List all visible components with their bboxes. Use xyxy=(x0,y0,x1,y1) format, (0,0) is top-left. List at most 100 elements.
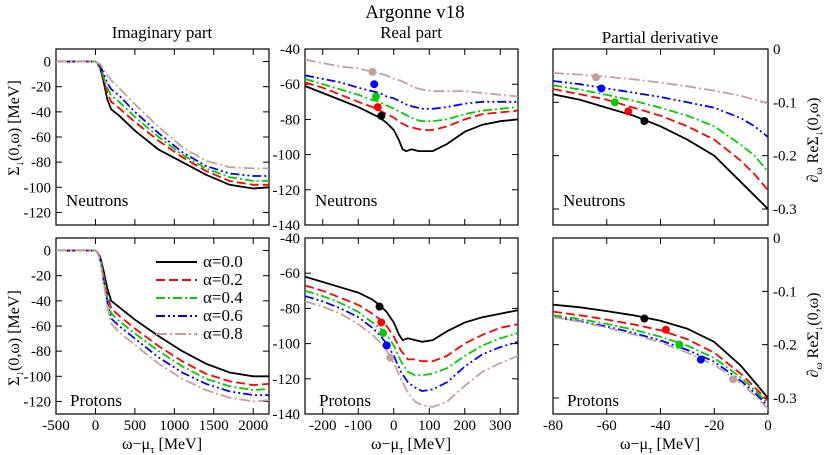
y-tick-label: -100 xyxy=(273,148,301,164)
legend-label: α=0.4 xyxy=(203,288,243,307)
marker-alpha-0 xyxy=(375,302,384,311)
y-tick-label: -100 xyxy=(24,369,52,385)
y-tick-label: 0 xyxy=(773,231,781,247)
series-line-alpha-2 xyxy=(553,84,768,173)
series-line-alpha-3 xyxy=(305,295,518,393)
marker-alpha-3 xyxy=(370,80,379,89)
marker-alpha-1 xyxy=(624,107,633,116)
panel-protons-real: -40 -60 -80 -100 -120 -140 -200 -100 0 100 200 300 P… xyxy=(273,231,519,434)
y-label-main: Σ xyxy=(6,166,23,175)
y-tick-label: 0 xyxy=(773,42,781,58)
y-axis-label-protons: Σ↓(0,ω) [MeV] xyxy=(6,290,26,386)
x-label-main: ω−μ xyxy=(371,436,399,453)
series-line-alpha-2 xyxy=(56,249,269,392)
y-tick-label: -0.3 xyxy=(773,202,797,218)
column-title-derivative: Partial derivative xyxy=(602,28,719,47)
panel-annotation: Neutrons xyxy=(66,191,128,210)
y-right-sub1: ω xyxy=(813,167,825,174)
x-tick-label: -100 xyxy=(345,418,373,434)
x-tick-label: 0 xyxy=(390,418,398,434)
marker-alpha-3 xyxy=(696,355,705,364)
series-line-alpha-2 xyxy=(305,78,518,123)
legend-entry: α=0.6 xyxy=(156,306,243,325)
y-right-rest: (0,ω) xyxy=(805,293,822,326)
y-tick-label: -100 xyxy=(273,337,301,353)
marker-alpha-2 xyxy=(372,92,380,101)
y-tick-label: -140 xyxy=(273,218,301,234)
legend-entry: α=0.2 xyxy=(156,270,243,289)
panel-annotation: Protons xyxy=(70,391,122,410)
x-tick-label: 2000 xyxy=(238,418,268,434)
y-tick-label: -120 xyxy=(24,205,52,221)
y-right-rest: (0,ω) xyxy=(805,98,822,131)
series-line-alpha-0 xyxy=(305,275,518,343)
y-label-main: Σ xyxy=(6,376,23,385)
series-line-alpha-3 xyxy=(305,74,518,110)
x-tick-label: 300 xyxy=(489,418,512,434)
y-tick-label: -0.1 xyxy=(773,284,797,300)
y-right-sub1: ω xyxy=(813,362,825,369)
x-label-sub: τ xyxy=(150,444,155,455)
x-tick-label: 100 xyxy=(418,418,441,434)
y-tick-label: -20 xyxy=(31,269,51,285)
series-line-alpha-3 xyxy=(56,60,269,177)
series-group xyxy=(305,275,518,408)
series-group xyxy=(553,303,768,410)
x-label-sub: τ xyxy=(648,444,653,455)
marker-alpha-1 xyxy=(373,103,382,112)
marker-alpha-2 xyxy=(379,329,388,338)
y-label-sub: ↓ xyxy=(14,161,26,167)
legend-label: α=0.0 xyxy=(203,252,243,271)
series-line-alpha-4 xyxy=(553,316,768,410)
series-line-alpha-1 xyxy=(305,284,518,363)
legend-entry: α=0.0 xyxy=(156,252,243,271)
series-line-alpha-2 xyxy=(553,314,768,404)
x-axis-label-imaginary: ω−μτ [MeV] xyxy=(122,436,202,455)
y-tick-label: -80 xyxy=(280,112,300,128)
marker-alpha-3 xyxy=(382,341,391,350)
marker-alpha-0 xyxy=(640,117,649,125)
panel-protons-imaginary: 0 -20 -40 -60 -80 -100 -120 -500 0 500 1000 1500 200… xyxy=(24,237,270,434)
y-tick-label: -0.2 xyxy=(773,338,797,354)
y-right-sub2: ↓ xyxy=(813,131,825,137)
legend-entry: α=0.8 xyxy=(156,324,243,343)
marker-alpha-4 xyxy=(729,375,738,384)
y-tick-label: -80 xyxy=(31,344,51,360)
series-group xyxy=(553,72,768,210)
y-tick-label: -60 xyxy=(31,319,51,335)
y-tick-label: -100 xyxy=(24,180,52,196)
x-tick-label: -60 xyxy=(597,418,617,434)
x-tick-label: 1500 xyxy=(199,418,229,434)
y-tick-label: -40 xyxy=(280,42,300,58)
x-label-main: ω−μ xyxy=(122,436,150,453)
series-group xyxy=(56,60,269,190)
y-tick-label: -40 xyxy=(280,231,300,247)
plot-frame xyxy=(304,237,519,415)
series-line-alpha-0 xyxy=(305,85,518,153)
y-tick-label: -20 xyxy=(31,80,51,96)
y-label-rest: (0,ω) [MeV] xyxy=(6,80,23,161)
panel-annotation: Neutrons xyxy=(563,191,625,210)
x-tick-label: 200 xyxy=(454,418,477,434)
plot-frame xyxy=(304,48,519,226)
series-line-alpha-4 xyxy=(56,60,269,170)
series-line-alpha-2 xyxy=(305,289,518,377)
series-line-alpha-3 xyxy=(553,80,768,138)
x-tick-label: -40 xyxy=(651,418,671,434)
x-tick-label: 500 xyxy=(124,418,147,434)
y-right-mid: ReΣ xyxy=(805,331,822,362)
x-axis-label-derivative: ω−μτ [MeV] xyxy=(620,436,700,455)
series-line-alpha-0 xyxy=(553,93,768,210)
y-tick-label: -80 xyxy=(280,301,300,317)
y-right-pre: ∂ xyxy=(805,174,822,182)
y-tick-label: -140 xyxy=(273,407,301,423)
y-tick-label: -0.2 xyxy=(773,149,797,165)
series-line-alpha-1 xyxy=(553,310,768,402)
marker-alpha-4 xyxy=(368,67,377,76)
y-axis-label-right-neutrons: ∂ω ReΣ↓(0,ω) xyxy=(805,98,825,183)
marker-alpha-4 xyxy=(386,353,395,362)
y-tick-label: 0 xyxy=(44,244,52,260)
column-title-imaginary: Imaginary part xyxy=(112,23,213,42)
legend-entry: α=0.4 xyxy=(156,288,243,307)
